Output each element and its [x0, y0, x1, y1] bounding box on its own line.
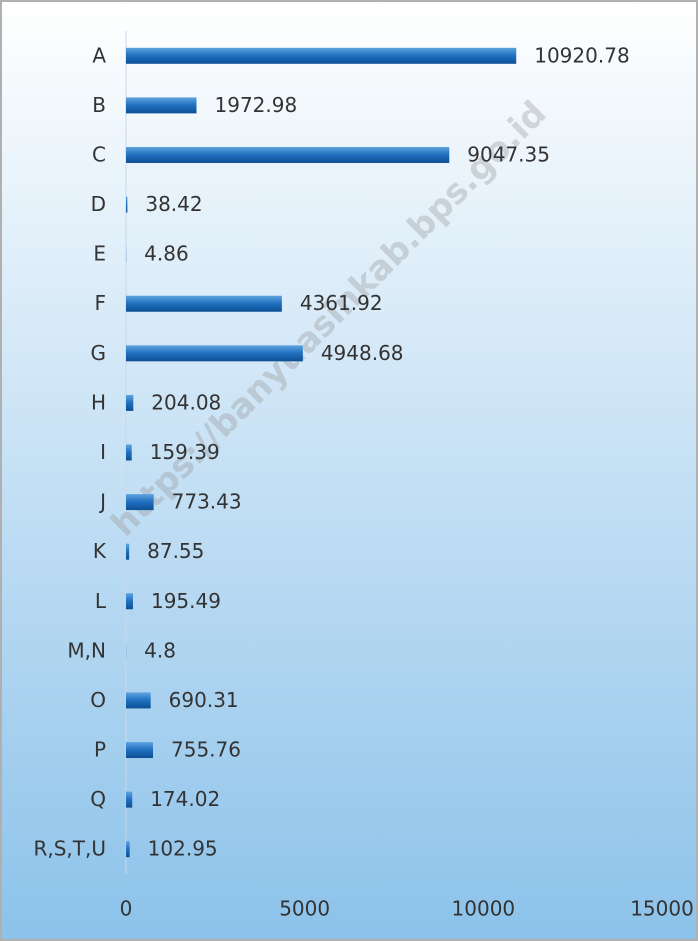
x-tick-label: 15000: [630, 897, 694, 921]
y-tick-label: D: [91, 192, 106, 216]
bar: [126, 692, 151, 709]
bar: [126, 494, 154, 511]
x-tick-label: 10000: [452, 897, 516, 921]
value-label: 174.02: [150, 787, 220, 811]
bar: [126, 394, 134, 411]
y-tick-label: E: [93, 242, 106, 266]
y-tick-label: P: [94, 738, 106, 762]
value-label: 102.95: [148, 837, 218, 861]
y-tick-label: L: [95, 589, 107, 613]
bar: [126, 196, 128, 213]
value-label: 204.08: [151, 390, 221, 414]
value-label: 773.43: [172, 490, 242, 514]
y-tick-label: A: [92, 43, 106, 67]
y-tick-label: H: [91, 390, 106, 414]
x-tick-label: 5000: [279, 897, 330, 921]
value-label: 195.49: [151, 589, 221, 613]
y-tick-label: K: [93, 539, 107, 563]
y-tick-label: M,N: [67, 638, 106, 662]
bar: [126, 97, 197, 114]
bar: [126, 345, 303, 362]
y-tick-label: O: [90, 688, 106, 712]
value-label: 10920.78: [534, 43, 629, 67]
y-tick-label: Q: [90, 787, 106, 811]
y-tick-label: G: [91, 341, 107, 365]
y-tick-label: J: [98, 490, 106, 514]
value-label: 690.31: [169, 688, 239, 712]
bar: [126, 841, 130, 858]
y-tick-label: F: [94, 291, 106, 315]
value-label: 4361.92: [300, 291, 383, 315]
value-label: 755.76: [171, 738, 241, 762]
bar: [126, 593, 133, 610]
value-label: 38.42: [145, 192, 202, 216]
value-label: 159.39: [150, 440, 220, 464]
value-label: 9047.35: [467, 142, 550, 166]
value-label: 87.55: [147, 539, 204, 563]
bar: [126, 791, 133, 808]
x-tick-label: 0: [120, 897, 133, 921]
y-tick-label: C: [92, 142, 106, 166]
y-tick-label: B: [92, 93, 106, 117]
value-label: 1972.98: [215, 93, 298, 117]
value-label: 4948.68: [321, 341, 404, 365]
bar: [126, 742, 154, 759]
bar: [126, 47, 517, 64]
bar: [126, 146, 450, 163]
y-tick-label: I: [100, 440, 106, 464]
bar: [126, 444, 132, 461]
bar: [126, 543, 130, 560]
y-tick-label: R,S,T,U: [33, 837, 106, 861]
bar: [126, 295, 282, 312]
value-label: 4.86: [144, 242, 189, 266]
value-label: 4.8: [144, 638, 176, 662]
